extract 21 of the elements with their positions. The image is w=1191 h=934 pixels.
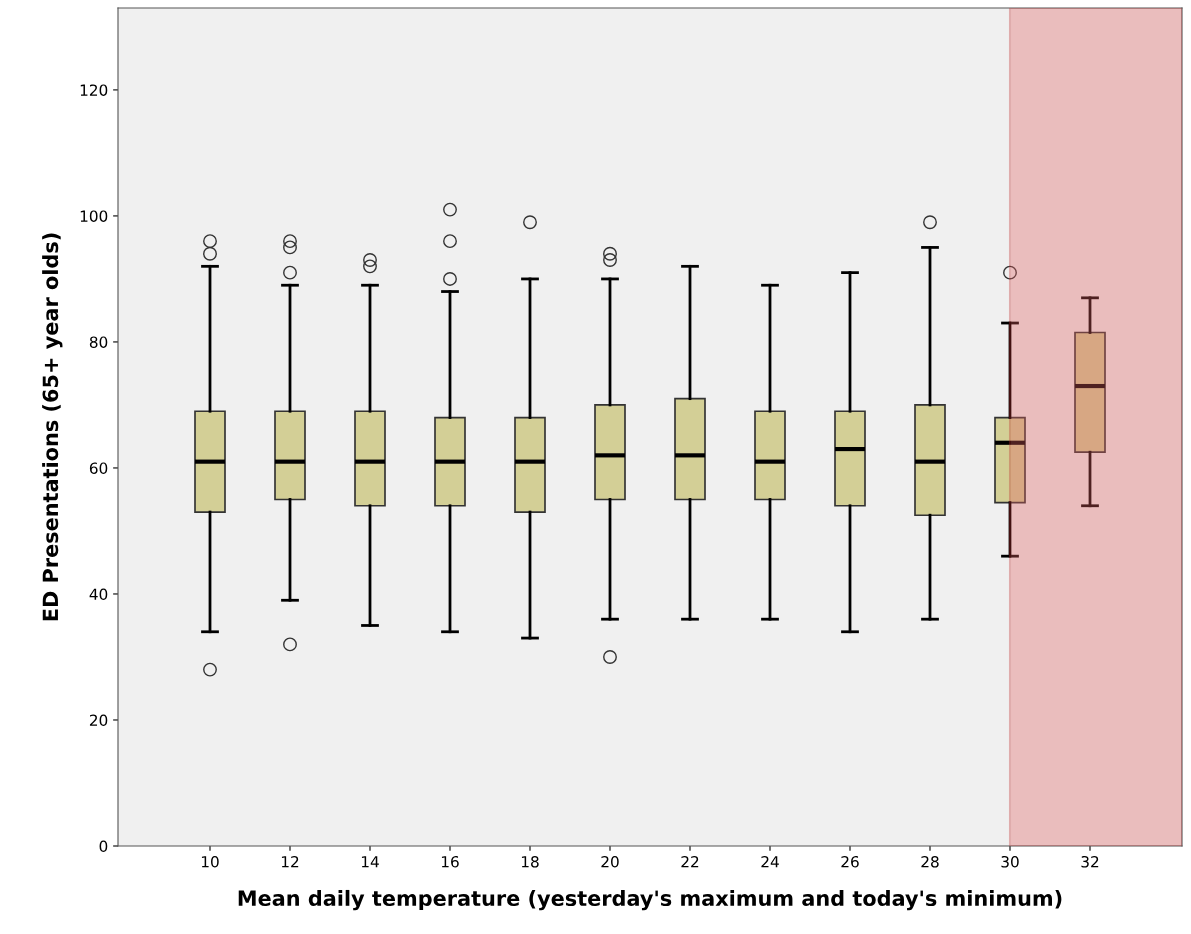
y-tick-label: 100 <box>80 210 108 222</box>
x-tick-label: 32 <box>1081 855 1099 868</box>
x-tick-label: 30 <box>1001 855 1019 868</box>
x-tick-label: 10 <box>201 855 219 868</box>
x-tick-label: 18 <box>521 855 539 868</box>
y-tick-label: 60 <box>89 462 108 474</box>
x-axis-title: Mean daily temperature (yesterday's maximum and today's minimum) <box>238 889 1062 911</box>
x-tick-label: 16 <box>441 855 459 868</box>
y-tick-label: 20 <box>89 714 108 727</box>
x-tick-label: 26 <box>841 855 859 868</box>
x-tick-label: 14 <box>361 856 379 868</box>
x-tick-label: 22 <box>681 855 699 868</box>
y-tick-label: 80 <box>89 336 108 348</box>
y-tick-label: 0 <box>99 840 108 853</box>
y-axis-title: ED Presentations (65+ year olds) <box>42 233 63 621</box>
x-tick-label: 24 <box>761 855 779 868</box>
y-tick-label: 120 <box>80 84 108 96</box>
x-tick-label: 12 <box>281 855 299 868</box>
x-tick-label: 28 <box>921 855 939 868</box>
y-tick-label: 40 <box>89 588 108 600</box>
x-tick-label: 20 <box>601 855 619 868</box>
